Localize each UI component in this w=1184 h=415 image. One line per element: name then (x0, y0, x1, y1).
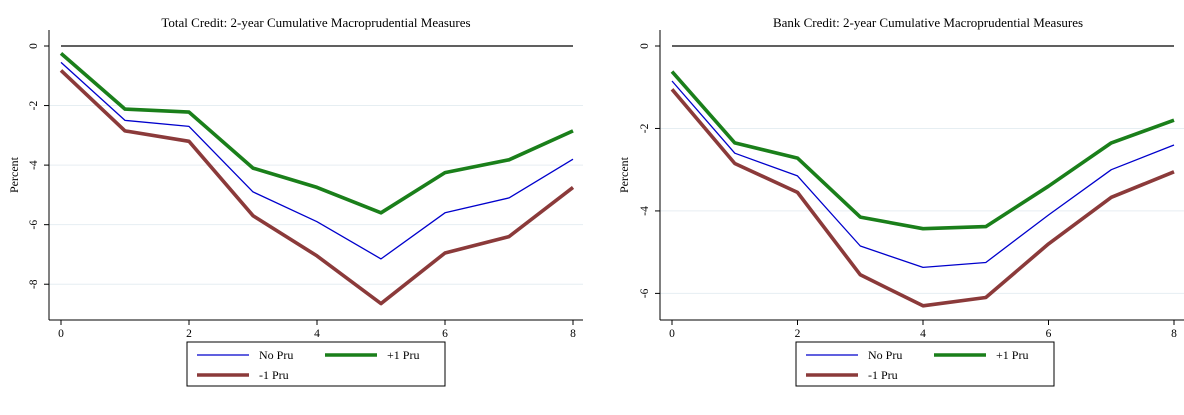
series-line-1-pru (59, 69, 575, 306)
y-axis-label: Percent (617, 156, 631, 193)
series-line-no-pru (60, 61, 574, 260)
series-line-1-pru (59, 52, 574, 215)
y-tick-label: -4 (639, 206, 651, 216)
legend: No Pru +1 Pru -1 Pru (186, 341, 446, 387)
x-tick-label: 8 (1171, 328, 1177, 340)
x-tick-label: 0 (669, 328, 675, 340)
y-tick-label: -6 (639, 288, 651, 298)
legend-label: -1 Pru (259, 368, 289, 382)
legend-label: +1 Pru (996, 348, 1028, 362)
series-line-1-pru (670, 88, 1175, 308)
x-tick-label: 4 (920, 328, 926, 340)
x-tick-label: 0 (58, 328, 64, 340)
series-line-no-pru (671, 80, 1175, 269)
y-tick-label: -4 (28, 160, 40, 170)
x-tick-label: 6 (1046, 328, 1052, 340)
legend: No Pru +1 Pru -1 Pru (795, 341, 1055, 387)
x-tick-label: 8 (570, 328, 576, 340)
y-tick-label: -2 (639, 123, 651, 133)
x-tick-label: 2 (186, 328, 192, 340)
y-tick-label: -2 (28, 101, 40, 111)
x-tick-label: 6 (442, 328, 448, 340)
x-tick-label: 4 (314, 328, 320, 340)
y-tick-label: -6 (28, 220, 40, 230)
y-tick-label: -8 (28, 279, 40, 289)
y-tick-label: 0 (28, 43, 40, 49)
legend-box (795, 341, 1055, 387)
x-tick-label: 2 (795, 328, 801, 340)
y-axis-label: Percent (7, 156, 21, 193)
chart-bank-credit: Bank Credit: 2-year Cumulative Macroprud… (617, 15, 1184, 387)
chart-title: Bank Credit: 2-year Cumulative Macroprud… (773, 15, 1083, 30)
series-line-1-pru (670, 70, 1175, 231)
y-tick-label: 0 (639, 43, 651, 49)
chart-total-credit: Total Credit: 2-year Cumulative Macropru… (7, 15, 583, 387)
chart-title: Total Credit: 2-year Cumulative Macropru… (161, 15, 470, 30)
legend-label: No Pru (259, 348, 293, 362)
legend-label: No Pru (868, 348, 902, 362)
legend-label: -1 Pru (868, 368, 898, 382)
legend-box (186, 341, 446, 387)
legend-label: +1 Pru (387, 348, 419, 362)
